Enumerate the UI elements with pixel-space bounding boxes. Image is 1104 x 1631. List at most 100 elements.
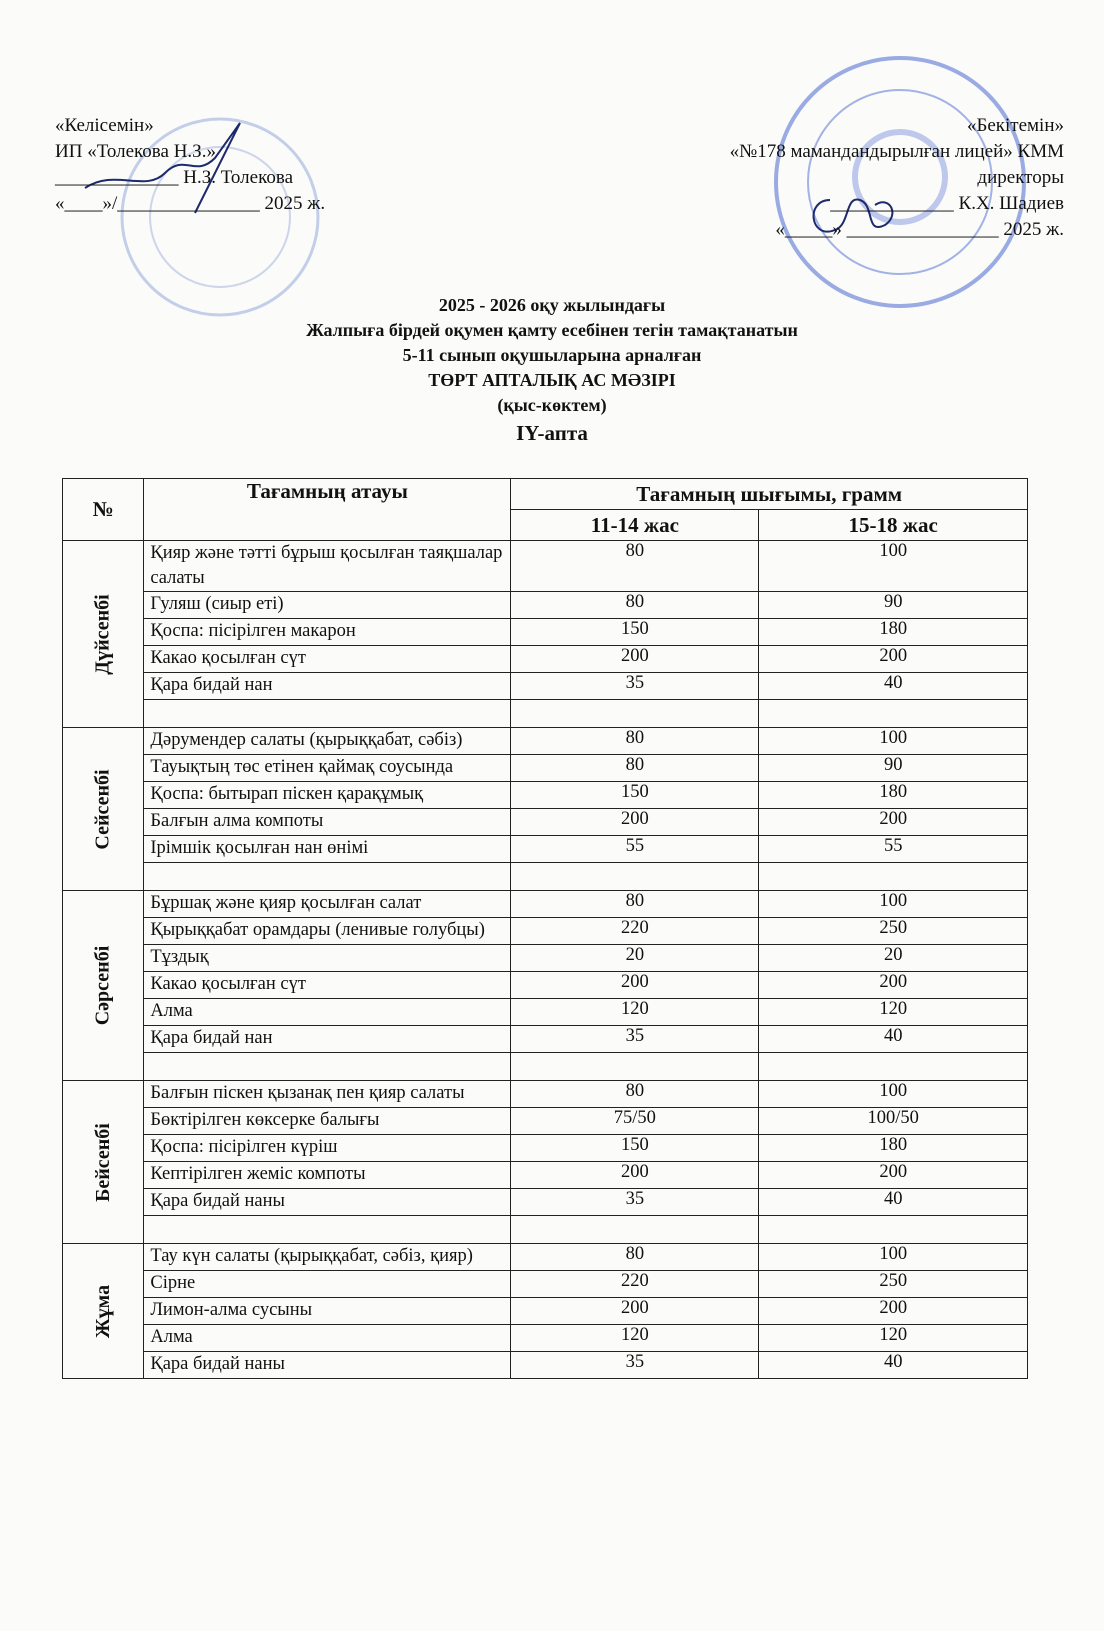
title-line: 2025 - 2026 оқу жылындағы: [438, 295, 666, 315]
blank-cell: [143, 699, 512, 728]
agreed-date: «____»/_______________ 2025 ж.: [55, 193, 326, 214]
blank-cell: [510, 699, 760, 728]
day-label: Сәрсенбі: [61, 890, 145, 1081]
menu-row: Тауықтың төс етінен қаймақ соусында 80 90: [63, 754, 1028, 782]
approved-org: «№178 мамандандырылған лицей» КММ: [729, 141, 1064, 162]
yield-11-14: 20: [510, 944, 760, 972]
menu-row: Гуляш (сиыр еті) 80 90: [63, 591, 1028, 619]
header-age-15-18: 15-18 жас: [758, 509, 1028, 541]
dish-name: Тауықтың төс етінен қаймақ соусында: [143, 754, 512, 782]
day-label: Дүйсенбі: [61, 540, 145, 728]
dish-name: Сірне: [143, 1270, 512, 1298]
menu-row: Қара бидай нан 35 40: [63, 672, 1028, 700]
yield-15-18: 180: [758, 1134, 1028, 1162]
dish-name: Ірімшік қосылған нан өнімі: [143, 835, 512, 863]
blank-row: [63, 862, 1028, 891]
menu-row: Алма 120 120: [63, 998, 1028, 1026]
dish-name: Қоспа: пісірілген макарон: [143, 618, 512, 646]
yield-11-14: 35: [510, 1025, 760, 1053]
menu-table: № Тағамның атауы Тағамның шығымы, грамм …: [61, 478, 1028, 1379]
blank-row: [63, 1215, 1028, 1244]
menu-row: Бөктірілген көксерке балығы 75/50 100/50: [63, 1107, 1028, 1135]
day-name: Дүйсенбі: [91, 593, 114, 675]
header-name: Тағамның атауы: [143, 478, 512, 541]
yield-11-14: 80: [510, 1243, 760, 1271]
yield-15-18: 200: [758, 971, 1028, 999]
yield-11-14: 220: [510, 1270, 760, 1298]
blank-cell: [758, 1052, 1028, 1081]
dish-name: Қара бидай нан: [143, 672, 512, 700]
yield-15-18: 20: [758, 944, 1028, 972]
yield-15-18: 200: [758, 808, 1028, 836]
dish-name: Қара бидай нан: [143, 1025, 512, 1053]
dish-name: Дәрумендер салаты (қырыққабат, сәбіз): [143, 727, 512, 755]
menu-row: Кептірілген жеміс компоты 200 200: [63, 1161, 1028, 1189]
yield-15-18: 100: [758, 540, 1028, 592]
approved-name: _____________ К.Х. Шадиев: [830, 193, 1064, 214]
yield-15-18: 40: [758, 672, 1028, 700]
menu-row: Қоспа: бытырап піскен қарақұмық 150 180: [63, 781, 1028, 809]
yield-11-14: 75/50: [510, 1107, 760, 1135]
blank-cell: [143, 862, 512, 891]
yield-11-14: 80: [510, 1080, 760, 1108]
day-label: Бейсенбі: [61, 1080, 145, 1244]
blank-cell: [758, 1215, 1028, 1244]
title-line: Жалпыға бірдей оқумен қамту есебінен тег…: [306, 320, 798, 340]
menu-row: Қырыққабат орамдары (ленивые голубцы) 220…: [63, 917, 1028, 945]
yield-15-18: 90: [758, 591, 1028, 619]
yield-15-18: 200: [758, 645, 1028, 673]
blank-cell: [758, 699, 1028, 728]
yield-11-14: 200: [510, 1297, 760, 1325]
menu-row: Какао қосылған сүт 200 200: [63, 645, 1028, 673]
dish-name: Балғын алма компоты: [143, 808, 512, 836]
agreed-org: ИП «Толекова Н.З.»: [55, 141, 216, 162]
yield-11-14: 35: [510, 1188, 760, 1216]
dish-name: Қара бидай наны: [143, 1351, 512, 1379]
yield-11-14: 80: [510, 591, 760, 619]
dish-name: Кептірілген жеміс компоты: [143, 1161, 512, 1189]
yield-15-18: 100: [758, 890, 1028, 918]
blank-row: [63, 699, 1028, 728]
dish-name: Қоспа: бытырап піскен қарақұмық: [143, 781, 512, 809]
title-line: (қыс-көктем): [497, 395, 607, 415]
agreed-heading: «Келісемін»: [55, 115, 154, 136]
dish-name: Гуляш (сиыр еті): [143, 591, 512, 619]
menu-row: Сәрсенбі Бұршақ және қияр қосылған салат 8…: [61, 890, 1028, 1081]
yield-15-18: 120: [758, 1324, 1028, 1352]
yield-15-18: 40: [758, 1351, 1028, 1379]
approved-date: «_____» ________________ 2025 ж.: [775, 219, 1064, 240]
yield-15-18: 120: [758, 998, 1028, 1026]
menu-row: Қоспа: пісірілген макарон 150 180: [63, 618, 1028, 646]
menu-row: Ірімшік қосылған нан өнімі 55 55: [63, 835, 1028, 863]
dish-name: Алма: [143, 1324, 512, 1352]
yield-11-14: 80: [510, 727, 760, 755]
yield-11-14: 150: [510, 781, 760, 809]
yield-15-18: 200: [758, 1297, 1028, 1325]
menu-row: Какао қосылған сүт 200 200: [63, 971, 1028, 999]
day-name: Сәрсенбі: [91, 945, 114, 1026]
dish-name: Тау күн салаты (қырыққабат, сәбіз, қияр): [143, 1243, 512, 1271]
day-name: Жұма: [91, 1284, 114, 1338]
dish-name: Какао қосылған сүт: [143, 645, 512, 673]
header-num: №: [61, 478, 145, 541]
yield-15-18: 40: [758, 1025, 1028, 1053]
dish-name: Қырыққабат орамдары (ленивые голубцы): [143, 917, 512, 945]
yield-15-18: 180: [758, 781, 1028, 809]
menu-row: Қоспа: пісірілген күріш 150 180: [63, 1134, 1028, 1162]
approved-heading: «Бекітемін»: [966, 115, 1064, 136]
yield-11-14: 200: [510, 645, 760, 673]
dish-name: Какао қосылған сүт: [143, 971, 512, 999]
blank-cell: [758, 862, 1028, 891]
day-name: Сейсенбі: [91, 768, 114, 850]
menu-row: Балғын алма компоты 200 200: [63, 808, 1028, 836]
header-age-11-14: 11-14 жас: [510, 509, 760, 541]
yield-11-14: 150: [510, 1134, 760, 1162]
yield-11-14: 35: [510, 672, 760, 700]
yield-11-14: 80: [510, 754, 760, 782]
approved-role: директоры: [977, 167, 1064, 188]
menu-row: Сейсенбі Дәрумендер салаты (қырыққабат, с…: [61, 727, 1028, 891]
menu-row: Қара бидай наны 35 40: [63, 1188, 1028, 1216]
dish-name: Лимон-алма сусыны: [143, 1297, 512, 1325]
yield-15-18: 200: [758, 1161, 1028, 1189]
